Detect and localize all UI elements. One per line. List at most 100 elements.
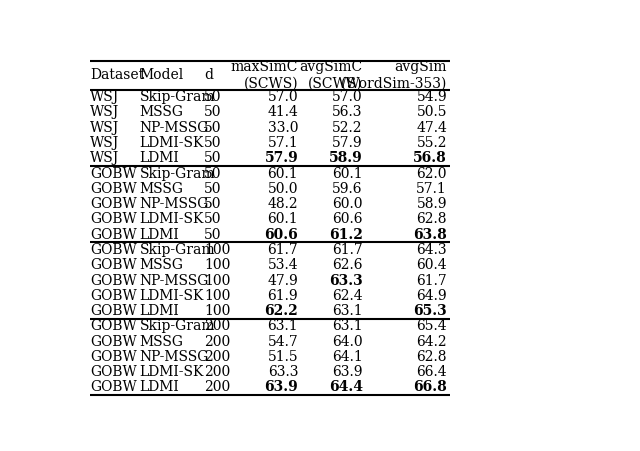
Text: 61.7: 61.7 bbox=[332, 243, 363, 257]
Text: 63.3: 63.3 bbox=[329, 274, 363, 288]
Text: 64.4: 64.4 bbox=[329, 381, 363, 395]
Text: 57.0: 57.0 bbox=[332, 90, 363, 104]
Text: 63.1: 63.1 bbox=[332, 319, 363, 333]
Text: 100: 100 bbox=[204, 304, 230, 318]
Text: 50: 50 bbox=[204, 151, 221, 166]
Text: 50: 50 bbox=[204, 121, 221, 135]
Text: LDMI-SK: LDMI-SK bbox=[140, 212, 204, 226]
Text: Skip-Gram: Skip-Gram bbox=[140, 243, 215, 257]
Text: 200: 200 bbox=[204, 381, 230, 395]
Text: Dataset: Dataset bbox=[90, 68, 144, 82]
Text: Skip-Gram: Skip-Gram bbox=[140, 166, 215, 180]
Text: NP-MSSG: NP-MSSG bbox=[140, 350, 209, 364]
Text: 60.6: 60.6 bbox=[332, 212, 363, 226]
Text: WSJ: WSJ bbox=[90, 136, 119, 150]
Text: LDMI: LDMI bbox=[140, 151, 179, 166]
Text: 200: 200 bbox=[204, 335, 230, 349]
Text: 63.1: 63.1 bbox=[332, 304, 363, 318]
Text: 64.9: 64.9 bbox=[417, 289, 447, 303]
Text: 57.9: 57.9 bbox=[264, 151, 298, 166]
Text: 50: 50 bbox=[204, 197, 221, 211]
Text: GOBW: GOBW bbox=[90, 243, 137, 257]
Text: Skip-Gram: Skip-Gram bbox=[140, 319, 215, 333]
Text: GOBW: GOBW bbox=[90, 258, 137, 272]
Text: 61.9: 61.9 bbox=[268, 289, 298, 303]
Text: 59.6: 59.6 bbox=[332, 182, 363, 196]
Text: Model: Model bbox=[140, 68, 184, 82]
Text: GOBW: GOBW bbox=[90, 319, 137, 333]
Text: GOBW: GOBW bbox=[90, 289, 137, 303]
Text: 61.2: 61.2 bbox=[329, 228, 363, 242]
Text: 61.7: 61.7 bbox=[416, 274, 447, 288]
Text: 50: 50 bbox=[204, 182, 221, 196]
Text: 200: 200 bbox=[204, 350, 230, 364]
Text: 60.0: 60.0 bbox=[332, 197, 363, 211]
Text: WSJ: WSJ bbox=[90, 151, 119, 166]
Text: 50.0: 50.0 bbox=[268, 182, 298, 196]
Text: 100: 100 bbox=[204, 258, 230, 272]
Text: 58.9: 58.9 bbox=[417, 197, 447, 211]
Text: 100: 100 bbox=[204, 289, 230, 303]
Text: MSSG: MSSG bbox=[140, 335, 184, 349]
Text: 57.0: 57.0 bbox=[268, 90, 298, 104]
Text: LDMI-SK: LDMI-SK bbox=[140, 289, 204, 303]
Text: LDMI: LDMI bbox=[140, 228, 179, 242]
Text: 50: 50 bbox=[204, 106, 221, 120]
Text: GOBW: GOBW bbox=[90, 350, 137, 364]
Text: LDMI: LDMI bbox=[140, 304, 179, 318]
Text: 41.4: 41.4 bbox=[268, 106, 298, 120]
Text: 57.1: 57.1 bbox=[268, 136, 298, 150]
Text: 62.2: 62.2 bbox=[264, 304, 298, 318]
Text: GOBW: GOBW bbox=[90, 274, 137, 288]
Text: 56.3: 56.3 bbox=[332, 106, 363, 120]
Text: 64.0: 64.0 bbox=[332, 335, 363, 349]
Text: MSSG: MSSG bbox=[140, 258, 184, 272]
Text: MSSG: MSSG bbox=[140, 106, 184, 120]
Text: MSSG: MSSG bbox=[140, 182, 184, 196]
Text: GOBW: GOBW bbox=[90, 335, 137, 349]
Text: 60.4: 60.4 bbox=[417, 258, 447, 272]
Text: 56.8: 56.8 bbox=[413, 151, 447, 166]
Text: 65.3: 65.3 bbox=[413, 304, 447, 318]
Text: 60.1: 60.1 bbox=[332, 166, 363, 180]
Text: NP-MSSG: NP-MSSG bbox=[140, 121, 209, 135]
Text: GOBW: GOBW bbox=[90, 166, 137, 180]
Text: 60.1: 60.1 bbox=[268, 212, 298, 226]
Text: 53.4: 53.4 bbox=[268, 258, 298, 272]
Text: NP-MSSG: NP-MSSG bbox=[140, 274, 209, 288]
Text: 65.4: 65.4 bbox=[417, 319, 447, 333]
Text: 50: 50 bbox=[204, 136, 221, 150]
Text: 60.6: 60.6 bbox=[264, 228, 298, 242]
Text: WSJ: WSJ bbox=[90, 121, 119, 135]
Text: GOBW: GOBW bbox=[90, 182, 137, 196]
Text: 64.2: 64.2 bbox=[417, 335, 447, 349]
Text: avgSimC
(SCWS): avgSimC (SCWS) bbox=[300, 60, 363, 91]
Text: 58.9: 58.9 bbox=[329, 151, 363, 166]
Text: maxSimC
(SCWS): maxSimC (SCWS) bbox=[231, 60, 298, 91]
Text: GOBW: GOBW bbox=[90, 212, 137, 226]
Text: 100: 100 bbox=[204, 274, 230, 288]
Text: Skip-Gram: Skip-Gram bbox=[140, 90, 215, 104]
Text: GOBW: GOBW bbox=[90, 228, 137, 242]
Text: 64.3: 64.3 bbox=[417, 243, 447, 257]
Text: 62.4: 62.4 bbox=[332, 289, 363, 303]
Text: 48.2: 48.2 bbox=[268, 197, 298, 211]
Text: 62.6: 62.6 bbox=[332, 258, 363, 272]
Text: 54.9: 54.9 bbox=[417, 90, 447, 104]
Text: 63.9: 63.9 bbox=[264, 381, 298, 395]
Text: 200: 200 bbox=[204, 365, 230, 379]
Text: 64.1: 64.1 bbox=[332, 350, 363, 364]
Text: 50: 50 bbox=[204, 166, 221, 180]
Text: 47.4: 47.4 bbox=[416, 121, 447, 135]
Text: 63.9: 63.9 bbox=[332, 365, 363, 379]
Text: 100: 100 bbox=[204, 243, 230, 257]
Text: GOBW: GOBW bbox=[90, 381, 137, 395]
Text: 62.0: 62.0 bbox=[417, 166, 447, 180]
Text: GOBW: GOBW bbox=[90, 304, 137, 318]
Text: 33.0: 33.0 bbox=[268, 121, 298, 135]
Text: 50.5: 50.5 bbox=[417, 106, 447, 120]
Text: 62.8: 62.8 bbox=[417, 212, 447, 226]
Text: LDMI: LDMI bbox=[140, 381, 179, 395]
Text: 63.3: 63.3 bbox=[268, 365, 298, 379]
Text: 57.9: 57.9 bbox=[332, 136, 363, 150]
